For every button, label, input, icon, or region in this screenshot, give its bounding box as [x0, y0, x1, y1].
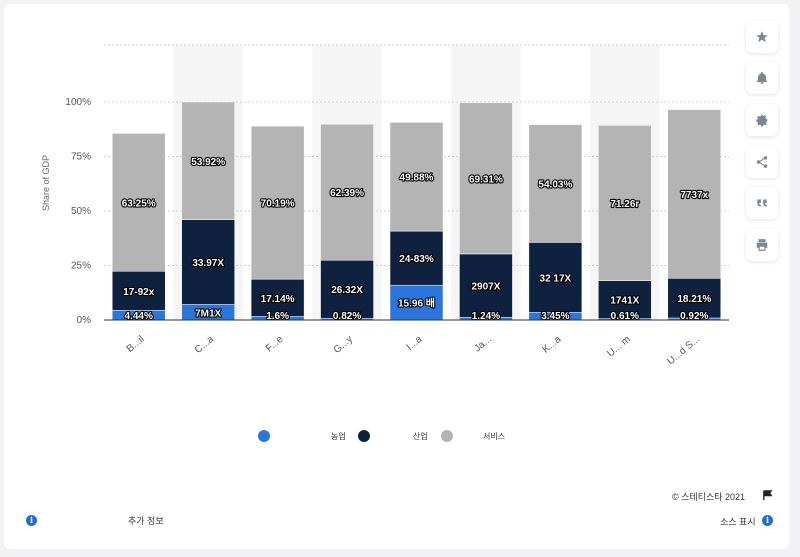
x-tick-label: Ja... [472, 334, 494, 355]
bar-segment [250, 125, 305, 280]
print-button[interactable] [746, 229, 778, 261]
bar-segment [250, 278, 305, 317]
data-label: 7737x [680, 190, 708, 201]
y-tick-label: 0% [77, 315, 92, 326]
bar-segment [598, 280, 652, 319]
x-tick-label: I...a [405, 334, 425, 353]
data-label: 1741X [610, 296, 639, 307]
gear-icon [756, 114, 768, 127]
bell-icon [756, 71, 768, 84]
bar-segment [598, 125, 652, 281]
star-icon [756, 31, 768, 43]
bar-segment [389, 284, 444, 321]
data-label: 70.19% [261, 199, 295, 210]
quote-icon [757, 199, 767, 207]
y-tick-label: 25% [71, 261, 91, 272]
y-tick-label: 75% [71, 152, 91, 163]
share-icon [756, 156, 768, 168]
data-label: 71.26r [610, 199, 639, 210]
info-icon[interactable]: i [26, 515, 37, 526]
data-label: 53.92% [191, 157, 225, 168]
bar-segment [389, 230, 444, 286]
x-tick-label: B...il [125, 334, 147, 355]
bar-segment [459, 102, 513, 255]
settings-button[interactable] [746, 104, 778, 136]
notification-button[interactable] [746, 62, 778, 94]
bar-segment [111, 133, 166, 272]
legend-label-services: 서비스 [483, 432, 505, 441]
more-info-link[interactable]: 추가 정보 [128, 516, 164, 526]
data-label: 7M1X [195, 308, 221, 319]
favorite-button[interactable] [746, 21, 778, 53]
share-button[interactable] [746, 146, 778, 178]
data-label: 26.32X [331, 285, 363, 296]
x-tick-label: F...e [264, 334, 286, 355]
bar-segment [181, 219, 235, 305]
show-source-link[interactable]: 소스 표시 [720, 517, 756, 527]
data-label: 62.39% [330, 188, 364, 199]
data-label: 17-92x [123, 287, 155, 298]
cite-button[interactable] [746, 187, 778, 219]
bar-segment [528, 242, 583, 313]
y-tick-label: 50% [71, 206, 91, 217]
x-tick-label: U... m [605, 334, 633, 360]
data-label: 69.31% [469, 174, 503, 185]
data-label: 63.25% [122, 198, 156, 209]
x-tick-label: G...y [332, 334, 355, 356]
legend-marker-services [441, 430, 453, 442]
legend: 농업 산업 서비스 [258, 430, 505, 442]
source-info-icon[interactable]: i [762, 515, 773, 526]
x-tick-label: K...a [540, 334, 563, 356]
legend-marker-industry [358, 430, 370, 442]
bar-segment [389, 122, 444, 232]
data-label: 33.97X [192, 258, 224, 269]
bar-segment [111, 271, 166, 311]
data-label: 49.88% [400, 173, 434, 184]
bar-segment [181, 101, 235, 220]
data-label: 24-83% [399, 254, 434, 265]
data-label: 17.14% [261, 294, 295, 305]
x-tick-label: U...d S... [665, 334, 702, 367]
data-label: 32 17X [540, 273, 572, 284]
data-label: 18.21% [677, 294, 711, 305]
legend-marker-agriculture [258, 430, 270, 442]
print-icon [756, 239, 768, 251]
legend-label-agriculture: 농업 [331, 432, 346, 441]
y-tick-label: 100% [65, 97, 91, 108]
bar-segment [528, 124, 583, 243]
flag-icon[interactable] [762, 490, 773, 501]
copyright-text: © 스테티스타 2021 [672, 492, 746, 502]
data-label: 2907X [471, 282, 500, 293]
bar-segment [667, 278, 722, 319]
bar-segment [320, 123, 374, 261]
y-axis-title: Share of GDP [41, 155, 51, 211]
data-label: 15.96 배 [398, 297, 435, 310]
x-tick-label: C...a [193, 334, 217, 356]
legend-label-industry: 산업 [413, 431, 428, 441]
data-label: 54.03% [538, 179, 572, 190]
bar-segment [667, 109, 722, 279]
bar-segment [320, 259, 374, 319]
bar-segment [459, 253, 513, 318]
